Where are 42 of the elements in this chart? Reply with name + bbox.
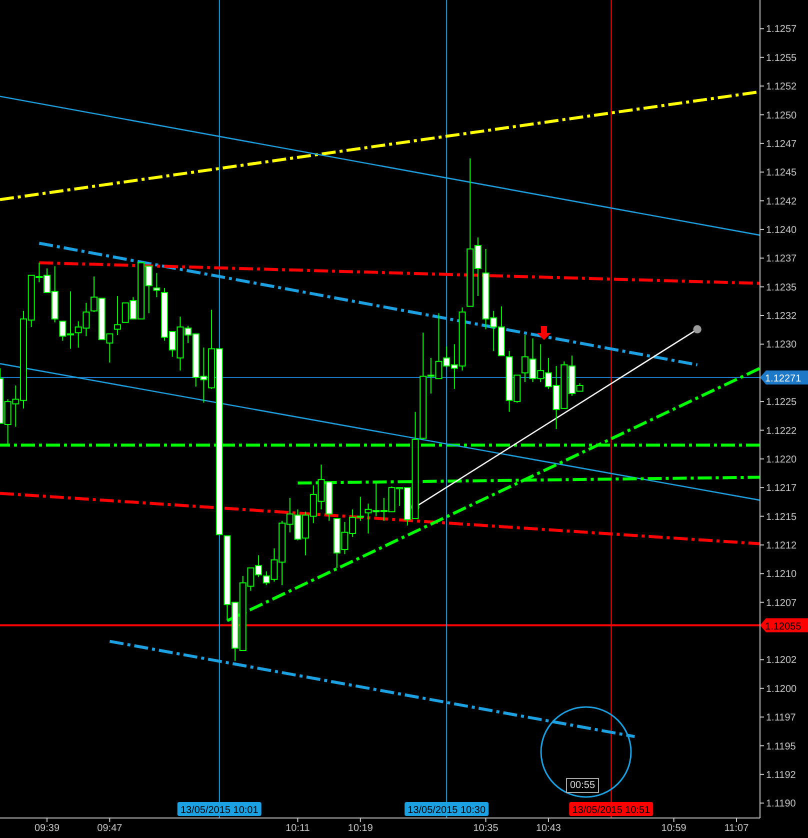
- y-tick-label: 1.1245: [766, 168, 798, 179]
- y-tick-label: 1.1257: [766, 24, 798, 36]
- y-tick-label: 1.1192: [766, 770, 796, 781]
- y-tick-label: 1.1217: [766, 483, 798, 494]
- y-tick-label: 1.1220: [766, 454, 798, 466]
- x-tick-label: 10:35: [473, 823, 499, 834]
- y-tick-label: 1.1212: [766, 540, 798, 552]
- candlestick: [114, 295, 122, 336]
- x-tick-label: 10:59: [661, 823, 687, 834]
- y-tick-label: 1.1222: [766, 426, 798, 437]
- ref-line-label: 13/05/2015 10:51: [572, 805, 650, 816]
- ref-line-label: 1.12055: [765, 621, 802, 632]
- x-tick-label: 10:11: [286, 823, 310, 834]
- y-tick-label: 1.1215: [766, 512, 798, 523]
- ref-line-label: 13/05/2015 10:30: [408, 805, 486, 816]
- y-tick-label: 1.1242: [766, 196, 798, 208]
- y-tick-label: 1.1230: [766, 340, 798, 351]
- y-tick-label: 1.1250: [766, 110, 798, 122]
- y-tick-label: 1.1247: [766, 138, 798, 150]
- y-tick-label: 1.1195: [766, 741, 796, 752]
- y-tick-label: 1.1202: [766, 655, 798, 666]
- y-tick-label: 1.1237: [766, 254, 798, 265]
- annotation: 00:55: [566, 778, 600, 793]
- x-tick-label: 10:19: [348, 823, 374, 834]
- y-tick-label: 1.1197: [766, 712, 796, 724]
- y-tick-label: 1.1225: [766, 397, 798, 408]
- ref-line-label: 1.12271: [765, 373, 802, 384]
- y-tick-label: 1.1200: [766, 684, 798, 695]
- y-tick-label: 1.1252: [766, 82, 798, 93]
- candlestick: [153, 272, 160, 298]
- x-tick-label: 11:07: [724, 823, 750, 834]
- y-tick-label: 1.1210: [766, 569, 798, 580]
- y-tick-label: 1.1255: [766, 52, 798, 64]
- y-tick-label: 1.1190: [766, 798, 796, 810]
- x-tick-label: 10:43: [536, 823, 562, 834]
- ref-line-label: 13/05/2015 10:01: [180, 805, 259, 816]
- x-tick-label: 09:39: [34, 823, 60, 834]
- y-tick-label: 1.1207: [766, 598, 798, 609]
- y-tick-label: 1.1232: [766, 311, 798, 322]
- x-tick-label: 09:47: [97, 823, 123, 834]
- y-tick-label: 1.1240: [766, 225, 798, 236]
- y-tick-label: 1.1235: [766, 282, 798, 294]
